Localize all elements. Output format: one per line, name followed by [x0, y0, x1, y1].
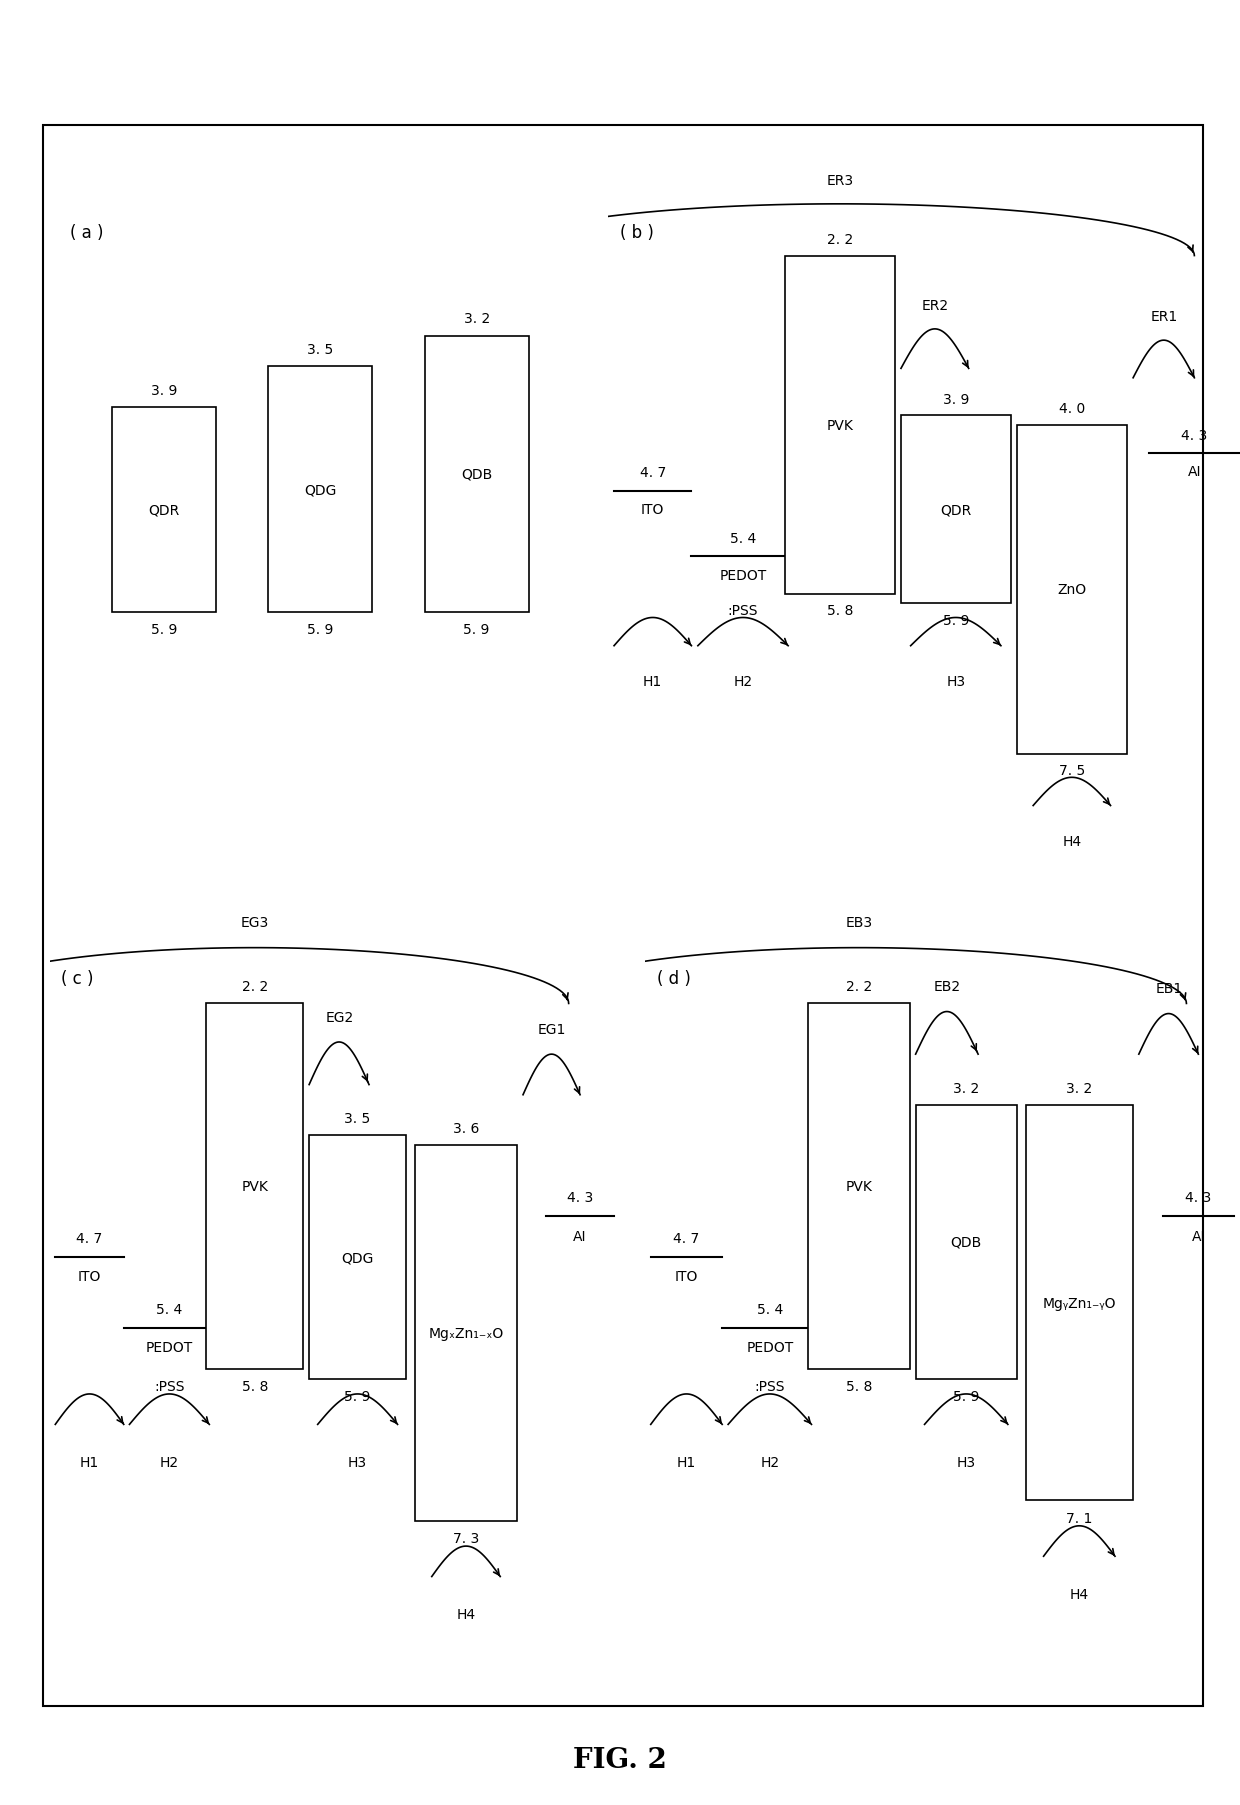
Text: 4. 3: 4. 3: [1185, 1191, 1211, 1204]
Bar: [206, 1004, 304, 1368]
Text: ZnO: ZnO: [1058, 583, 1086, 597]
Text: H3: H3: [946, 675, 966, 688]
Bar: [414, 1146, 517, 1522]
Text: 3. 2: 3. 2: [954, 1081, 980, 1096]
Text: EG2: EG2: [325, 1011, 353, 1023]
Text: FIG. 2: FIG. 2: [573, 1747, 667, 1773]
Text: EB3: EB3: [846, 915, 873, 930]
Text: QDR: QDR: [149, 504, 180, 518]
Text: AI: AI: [1192, 1229, 1205, 1244]
Text: :PSS: :PSS: [728, 605, 758, 617]
Text: PEDOT: PEDOT: [746, 1341, 794, 1354]
Text: ER3: ER3: [826, 173, 853, 188]
Text: H3: H3: [956, 1455, 976, 1469]
Text: 5. 9: 5. 9: [151, 623, 177, 637]
Text: 3. 6: 3. 6: [453, 1121, 479, 1135]
Text: 3. 2: 3. 2: [464, 312, 490, 327]
Text: 5. 9: 5. 9: [942, 614, 968, 628]
Text: QDG: QDG: [341, 1251, 373, 1264]
Text: 5. 8: 5. 8: [846, 1379, 872, 1393]
Text: H1: H1: [79, 1455, 99, 1469]
Bar: [1017, 426, 1127, 754]
Text: H1: H1: [677, 1455, 696, 1469]
Text: 4. 0: 4. 0: [1059, 403, 1085, 417]
Bar: [808, 1004, 910, 1368]
Bar: [112, 408, 216, 614]
Text: ( c ): ( c ): [61, 969, 93, 987]
Bar: [901, 417, 1011, 605]
Text: H3: H3: [348, 1455, 367, 1469]
Text: ( b ): ( b ): [620, 224, 655, 242]
Text: EB2: EB2: [934, 980, 961, 995]
Text: MgᵧZn₁₋ᵧO: MgᵧZn₁₋ᵧO: [1043, 1296, 1116, 1310]
Text: 3. 9: 3. 9: [942, 393, 968, 406]
Text: PVK: PVK: [846, 1179, 873, 1193]
Text: 2. 2: 2. 2: [827, 233, 853, 247]
Text: 3. 9: 3. 9: [151, 384, 177, 397]
Text: 2. 2: 2. 2: [846, 980, 872, 995]
Text: 3. 5: 3. 5: [345, 1112, 371, 1126]
Text: ITO: ITO: [675, 1269, 698, 1283]
Text: 4. 7: 4. 7: [77, 1231, 103, 1245]
Text: ITO: ITO: [78, 1269, 102, 1283]
Bar: [424, 336, 528, 614]
Text: 4. 7: 4. 7: [640, 466, 666, 480]
Text: EG1: EG1: [538, 1022, 567, 1036]
Text: 7. 5: 7. 5: [1059, 764, 1085, 778]
Text: H4: H4: [1070, 1587, 1089, 1601]
Text: 2. 2: 2. 2: [242, 980, 268, 995]
Text: 4. 7: 4. 7: [673, 1231, 699, 1245]
Text: QDB: QDB: [951, 1235, 982, 1249]
Text: PEDOT: PEDOT: [719, 569, 766, 583]
Text: :PSS: :PSS: [154, 1379, 185, 1393]
Text: 7. 1: 7. 1: [1066, 1511, 1092, 1525]
Text: QDB: QDB: [461, 467, 492, 482]
Text: ITO: ITO: [641, 502, 665, 516]
Text: QDG: QDG: [304, 484, 336, 496]
Text: QDR: QDR: [940, 504, 971, 516]
Text: 7. 3: 7. 3: [453, 1531, 479, 1545]
Text: H2: H2: [760, 1455, 780, 1469]
Text: :PSS: :PSS: [755, 1379, 785, 1393]
Text: AI: AI: [1188, 466, 1202, 478]
Bar: [268, 366, 372, 614]
Bar: [1025, 1105, 1133, 1500]
Text: 5. 8: 5. 8: [827, 605, 853, 617]
Text: 5. 9: 5. 9: [308, 623, 334, 637]
Text: ER1: ER1: [1151, 310, 1178, 325]
Bar: [309, 1135, 407, 1379]
Text: H4: H4: [1063, 834, 1081, 848]
Text: ( d ): ( d ): [657, 969, 691, 987]
Text: 4. 3: 4. 3: [567, 1191, 593, 1204]
Text: H1: H1: [644, 675, 662, 688]
Text: 3. 2: 3. 2: [1066, 1081, 1092, 1096]
Text: H2: H2: [733, 675, 753, 688]
Text: 5. 9: 5. 9: [954, 1390, 980, 1402]
Text: 5. 4: 5. 4: [730, 532, 756, 545]
Text: EG3: EG3: [241, 915, 269, 930]
Text: 5. 9: 5. 9: [345, 1390, 371, 1402]
Bar: [915, 1105, 1017, 1379]
Text: PVK: PVK: [826, 419, 853, 433]
Text: 5. 4: 5. 4: [156, 1301, 182, 1316]
Text: 5. 8: 5. 8: [242, 1379, 268, 1393]
Text: AI: AI: [573, 1229, 587, 1244]
Bar: [785, 256, 894, 594]
Text: H2: H2: [160, 1455, 179, 1469]
Text: H4: H4: [456, 1606, 476, 1621]
Text: ER2: ER2: [921, 300, 949, 312]
Text: 5. 4: 5. 4: [756, 1301, 782, 1316]
Text: MgₓZn₁₋ₓO: MgₓZn₁₋ₓO: [428, 1327, 503, 1341]
Text: PEDOT: PEDOT: [146, 1341, 193, 1354]
Text: ( a ): ( a ): [71, 224, 104, 242]
Text: 4. 3: 4. 3: [1182, 428, 1208, 442]
Text: 5. 9: 5. 9: [464, 623, 490, 637]
Text: EB1: EB1: [1156, 982, 1183, 996]
Text: 3. 5: 3. 5: [308, 343, 334, 357]
Text: PVK: PVK: [242, 1179, 268, 1193]
